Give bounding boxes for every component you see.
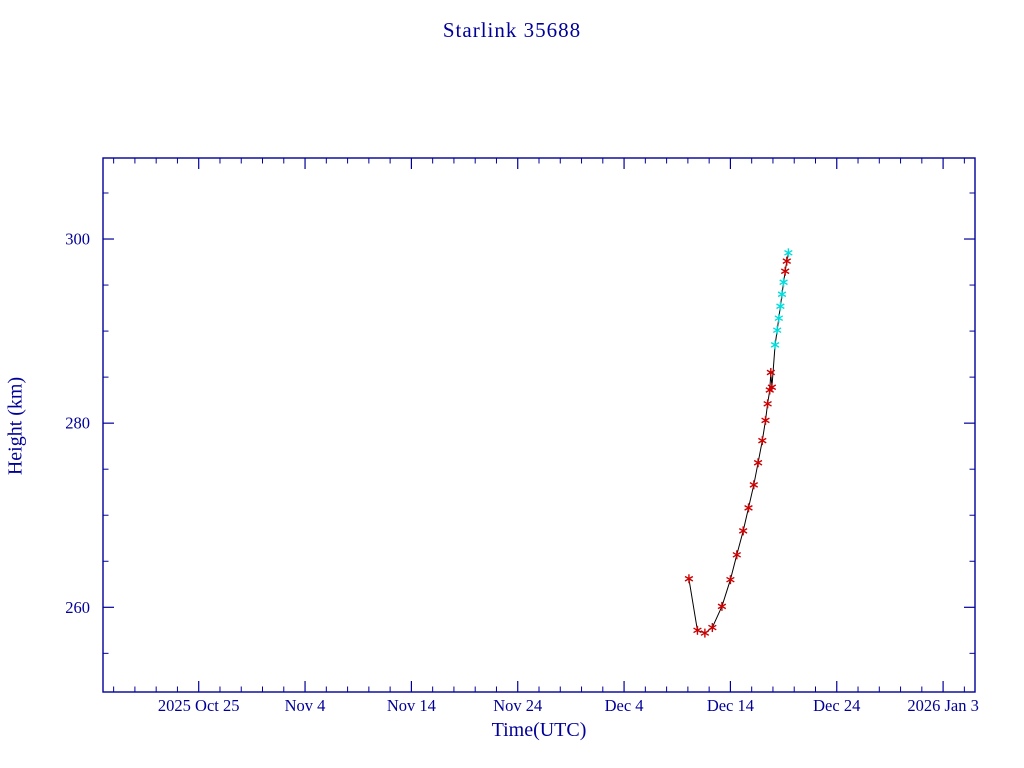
data-point-marker-red	[684, 575, 694, 582]
data-point-marker-red	[766, 369, 776, 376]
data-point-marker-red	[738, 528, 748, 534]
chart-title: Starlink 35688	[442, 18, 582, 42]
data-point-marker-cyan	[772, 327, 782, 334]
data-point-marker-red	[761, 417, 770, 424]
data-point-marker-red	[693, 627, 702, 634]
data-point-marker-red	[749, 481, 759, 488]
y-tick-label: 260	[65, 598, 90, 617]
data-point-marker-red	[767, 384, 777, 391]
x-tick-label: Dec 24	[813, 696, 860, 715]
y-axis-label: Height (km)	[4, 376, 27, 476]
x-tick-label: Dec 4	[605, 696, 644, 715]
data-point-marker-red	[744, 505, 753, 511]
plot-frame	[102, 157, 976, 693]
data-point-marker-cyan	[774, 315, 784, 322]
data-point-marker-cyan	[777, 291, 787, 298]
y-tick-label: 300	[65, 230, 90, 249]
data-point-marker-red	[753, 459, 763, 466]
x-axis-label: Time(UTC)	[491, 719, 587, 741]
data-point-marker-red	[780, 268, 790, 275]
data-point-marker-red	[758, 437, 767, 444]
data-point-marker-red	[708, 624, 717, 631]
x-tick-label: Dec 14	[707, 696, 754, 715]
data-point-marker-red	[726, 576, 735, 583]
data-point-marker-red	[732, 551, 742, 558]
data-point-marker-red	[717, 603, 727, 610]
x-tick-label: Nov 24	[493, 696, 542, 715]
data-point-marker-red	[782, 258, 792, 264]
data-point-marker-cyan	[784, 249, 793, 256]
y-tick-label: 280	[65, 414, 90, 433]
data-point-marker-cyan	[770, 342, 780, 348]
data-point-marker-red	[700, 630, 710, 636]
x-tick-label: Nov 4	[285, 696, 326, 715]
x-tick-label: 2025 Oct 25	[158, 696, 240, 715]
x-tick-label: Nov 14	[387, 696, 436, 715]
x-tick-label: 2026 Jan 3	[907, 696, 979, 715]
data-point-marker-red	[763, 400, 772, 407]
height-curve	[688, 252, 789, 634]
data-point-marker-cyan	[779, 279, 788, 286]
data-point-marker-cyan	[776, 303, 785, 310]
